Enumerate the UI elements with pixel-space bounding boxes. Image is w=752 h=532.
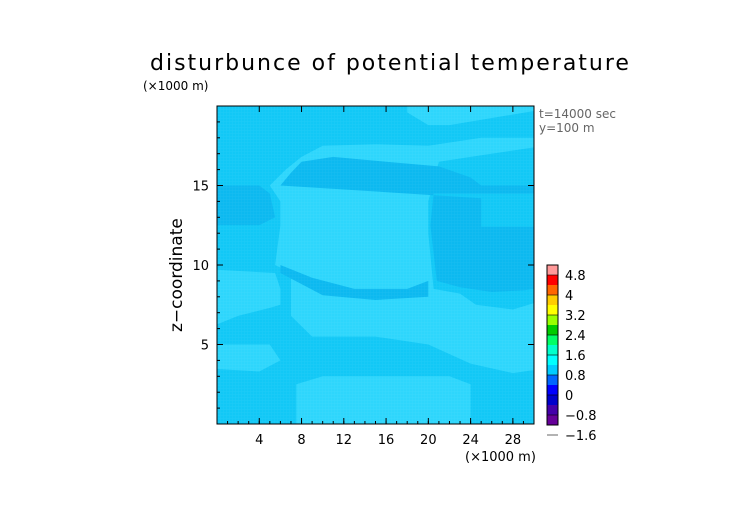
x-tick-label: 12 <box>336 433 353 448</box>
colorbar-segment <box>547 305 558 316</box>
colorbar-label: −0.8 <box>565 409 597 424</box>
colorbar-segment <box>547 415 558 426</box>
colorbar-label: 3.2 <box>565 309 586 324</box>
colorbar-label: 0 <box>565 389 573 404</box>
colorbar-segment <box>547 335 558 346</box>
y-axis-ticks: 5 10 15 <box>192 121 534 409</box>
colorbar-segment <box>547 275 558 286</box>
colorbar-label: 2.4 <box>565 329 586 344</box>
x-tick-label: 16 <box>378 433 395 448</box>
y-tick-label: 5 <box>201 339 209 354</box>
y-axis-label: z−coordinate <box>167 218 187 332</box>
colorbar-frame <box>546 264 559 426</box>
x-tick-label: 8 <box>297 433 305 448</box>
colorbar-segment <box>547 375 558 386</box>
heatmap-field <box>217 106 534 424</box>
colorbar-segment <box>547 365 558 376</box>
colorbar: 4.8 4 3.2 2.4 1.6 0.8 0 −0.8 −1.6 <box>546 264 597 444</box>
colorbar-segment <box>547 345 558 356</box>
y-unit-label: (×1000 m) <box>143 79 208 93</box>
annotation-y: y=100 m <box>539 121 595 135</box>
colorbar-label: −1.6 <box>565 429 597 444</box>
colorbar-label: 4.8 <box>565 269 586 284</box>
heatmap-grid <box>217 106 534 424</box>
x-tick-label: 4 <box>255 433 263 448</box>
colorbar-segment <box>547 315 558 326</box>
colorbar-segment <box>547 325 558 336</box>
y-tick-label: 10 <box>192 259 209 274</box>
colorbar-segment <box>547 395 558 406</box>
colorbar-segment <box>547 295 558 306</box>
y-tick-label: 15 <box>192 180 209 195</box>
x-unit-label: (×1000 m) <box>465 450 536 465</box>
colorbar-label: 1.6 <box>565 349 586 364</box>
annotation-time: t=14000 sec <box>539 107 616 121</box>
colorbar-label: 4 <box>565 289 573 304</box>
x-axis-ticks: 4 8 12 16 20 24 28 <box>227 106 524 448</box>
x-tick-label: 24 <box>462 433 479 448</box>
colorbar-segment <box>547 385 558 396</box>
colorbar-segment <box>547 265 558 276</box>
x-tick-label: 20 <box>420 433 437 448</box>
chart-title: disturbunce of potential temperature <box>150 51 631 76</box>
x-tick-label: 28 <box>505 433 522 448</box>
colorbar-segment <box>547 355 558 366</box>
colorbar-segment <box>547 285 558 296</box>
colorbar-segment <box>547 405 558 416</box>
colorbar-label: 0.8 <box>565 369 586 384</box>
